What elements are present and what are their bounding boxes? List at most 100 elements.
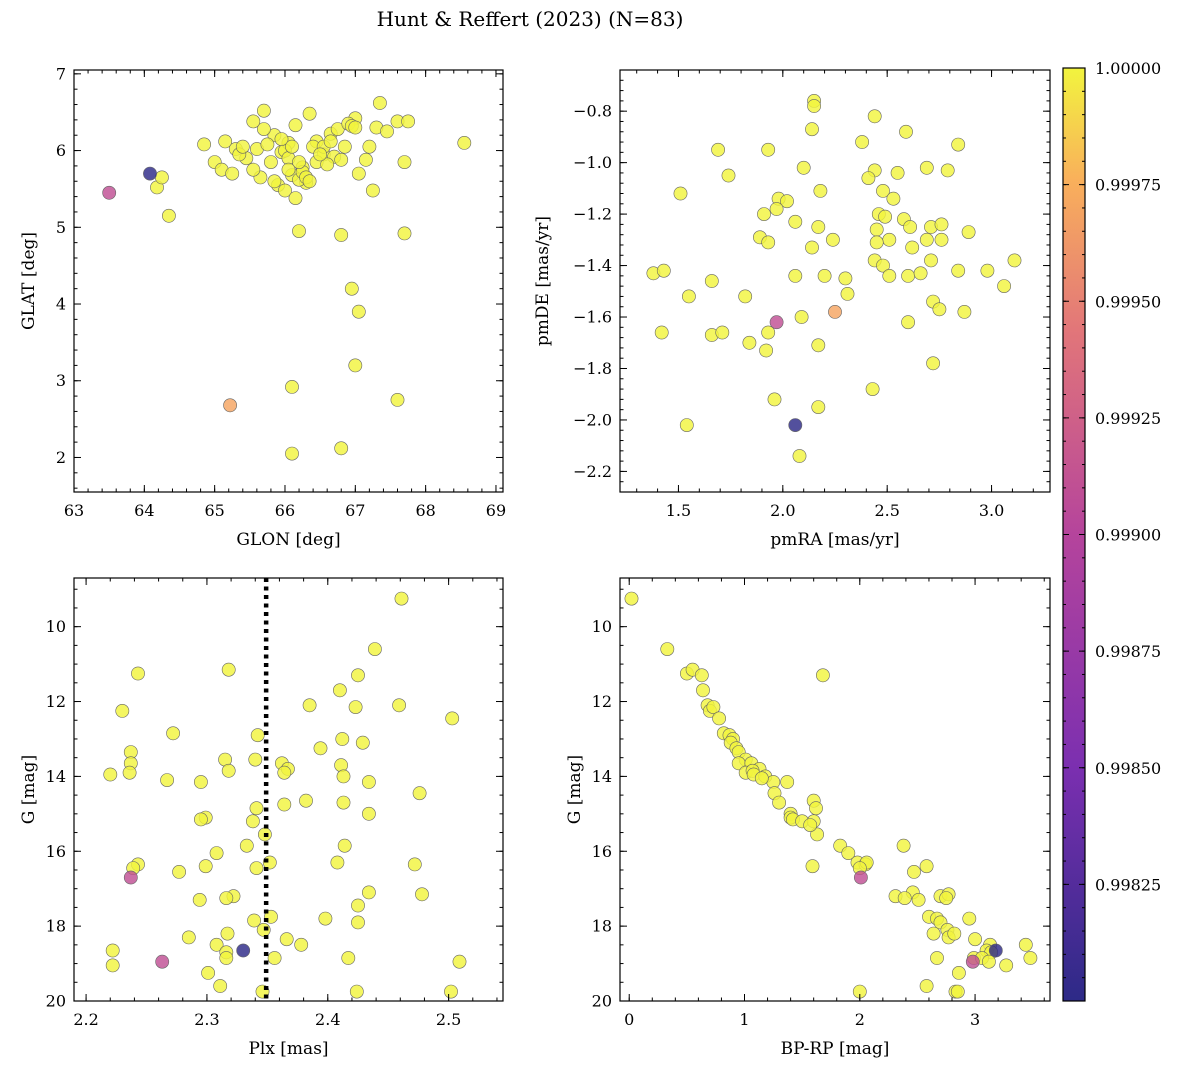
data-point — [1018, 937, 1033, 952]
data-point — [285, 139, 299, 154]
data-point — [704, 274, 719, 288]
x-tick-label: 2.0 — [770, 501, 795, 520]
data-point — [201, 966, 215, 980]
scatter-points — [103, 591, 467, 999]
data-point — [348, 120, 363, 135]
data-point — [951, 263, 966, 278]
data-point — [761, 325, 776, 340]
data-point — [219, 891, 234, 905]
data-point — [896, 838, 911, 853]
data-point — [372, 96, 387, 110]
data-point — [390, 392, 405, 407]
data-point — [907, 865, 921, 879]
data-point — [344, 281, 359, 296]
y-axis-label: GLAT [deg] — [19, 232, 39, 330]
data-point — [840, 286, 855, 301]
data-point — [313, 741, 328, 756]
y-tick-label: −1.4 — [573, 256, 612, 275]
data-point — [999, 958, 1014, 973]
data-point — [805, 122, 819, 137]
data-point — [397, 155, 412, 169]
data-point — [256, 122, 271, 137]
y-tick-label: 20 — [46, 992, 66, 1011]
y-tick-label: 14 — [592, 767, 612, 786]
data-point — [796, 160, 811, 175]
data-point — [131, 666, 145, 681]
data-point — [810, 827, 824, 842]
data-point — [407, 857, 422, 872]
data-point — [897, 891, 912, 905]
y-tick-label: −2.0 — [573, 410, 612, 429]
data-point — [444, 984, 458, 999]
data-point — [841, 846, 856, 860]
data-point — [757, 207, 771, 221]
data-point — [926, 356, 940, 371]
data-point — [380, 124, 394, 139]
y-tick-label: 10 — [592, 617, 612, 636]
data-point — [160, 773, 174, 787]
data-point — [950, 984, 965, 999]
panel-plx-g: 2.2 2.3 2.4 2.5 10 12 14 16 18 20 Plx [mas] G [mag] — [19, 577, 504, 1059]
data-point — [811, 220, 826, 234]
colorbar-tick-label: 1.00000 — [1095, 59, 1161, 78]
data-point — [805, 859, 820, 874]
data-point — [769, 202, 784, 216]
data-point — [260, 137, 275, 152]
data-point — [682, 289, 696, 304]
data-point — [193, 812, 208, 827]
data-point — [192, 893, 207, 907]
data-point — [780, 194, 794, 209]
x-tick-label: 64 — [134, 501, 154, 520]
x-tick-label: 0 — [624, 1010, 634, 1029]
data-point — [348, 358, 363, 373]
data-point — [367, 642, 382, 656]
data-point — [302, 698, 317, 713]
data-point — [235, 139, 250, 154]
data-point — [759, 343, 773, 358]
data-point — [911, 893, 926, 907]
data-point — [281, 162, 296, 177]
data-point — [361, 806, 376, 821]
data-point — [792, 449, 807, 463]
y-tick-label: 7 — [56, 64, 66, 83]
data-point — [919, 232, 934, 247]
data-point — [965, 954, 980, 969]
data-point — [876, 258, 890, 273]
data-point — [673, 186, 688, 201]
data-point — [982, 954, 996, 969]
y-tick-label: 16 — [46, 842, 66, 861]
data-point — [947, 926, 962, 941]
data-point — [209, 937, 224, 952]
data-point — [968, 932, 982, 947]
data-point — [341, 951, 356, 965]
data-point — [865, 382, 880, 396]
data-point — [715, 325, 730, 340]
y-tick-label: 6 — [56, 141, 66, 160]
data-point — [878, 209, 892, 224]
data-point — [318, 911, 333, 926]
data-point — [274, 132, 289, 146]
data-point — [457, 135, 472, 150]
y-axis-label: G [mag] — [565, 755, 585, 824]
y-tick-label: 20 — [592, 992, 612, 1011]
axes-frame — [73, 577, 504, 1002]
colorbar-tick-label: 0.99850 — [1095, 759, 1161, 778]
axes-frame — [619, 69, 1051, 493]
data-point — [394, 591, 409, 606]
x-tick-label: 2.5 — [436, 1010, 461, 1029]
data-point — [397, 226, 412, 241]
data-point — [351, 304, 366, 319]
data-point — [952, 966, 966, 980]
data-point — [452, 954, 467, 969]
x-tick-label: 1 — [739, 1010, 749, 1029]
data-point — [351, 668, 365, 683]
data-point — [706, 700, 721, 714]
y-tick-label: 10 — [46, 617, 66, 636]
x-tick-label: 67 — [345, 501, 365, 520]
y-tick-label: 18 — [592, 917, 612, 936]
data-point — [263, 155, 278, 169]
data-point — [886, 191, 901, 206]
data-point — [826, 232, 840, 247]
data-point — [198, 859, 213, 874]
data-point — [336, 795, 351, 810]
